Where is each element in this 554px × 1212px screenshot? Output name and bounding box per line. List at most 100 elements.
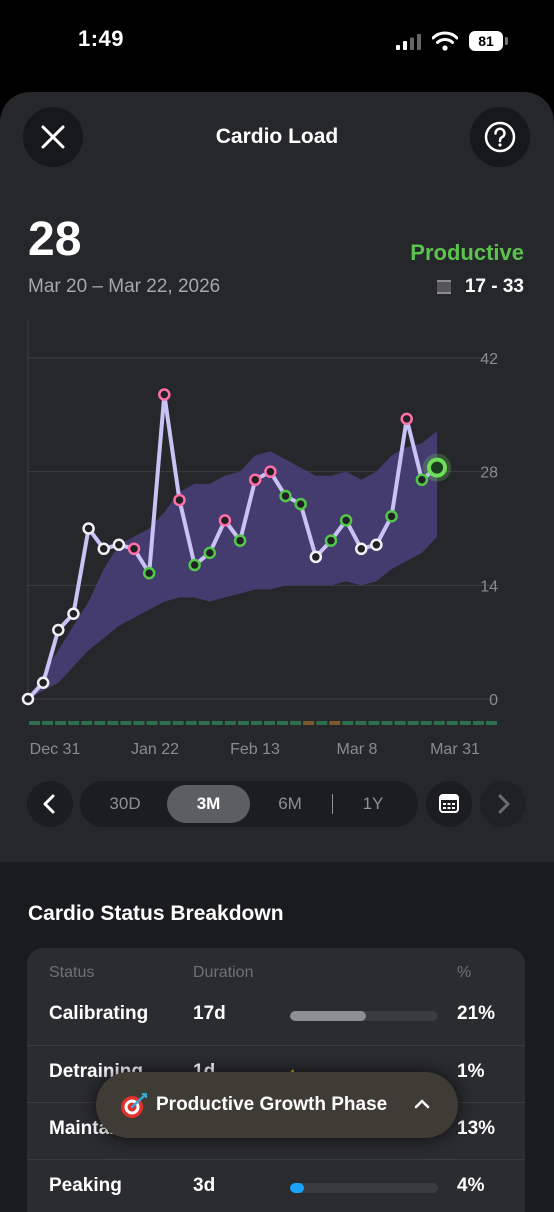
status-strip-segment <box>277 721 289 725</box>
status-strip-segment <box>55 721 67 725</box>
status-strip-segment <box>29 721 41 725</box>
data-point <box>173 493 186 507</box>
close-icon <box>41 125 65 149</box>
x-tick-label: Jan 22 <box>131 741 179 758</box>
data-point <box>127 542 141 556</box>
phase-banner[interactable]: Productive Growth Phase <box>96 1072 458 1138</box>
data-point <box>82 522 95 535</box>
status-strip-segment <box>120 721 132 725</box>
status-strip-segment <box>198 721 210 725</box>
period-3m[interactable]: 3M <box>167 785 250 823</box>
data-point <box>142 566 156 580</box>
data-point <box>324 534 338 547</box>
y-tick-label: 28 <box>480 465 498 482</box>
calendar-icon <box>439 794 459 813</box>
data-point <box>112 538 126 551</box>
data-point <box>370 538 383 551</box>
optimal-range: 17 - 33 <box>436 276 524 298</box>
status-strip-segment <box>81 721 93 725</box>
status-strip-segment <box>381 721 393 725</box>
optimal-band <box>28 431 437 699</box>
column-percent: % <box>457 964 472 981</box>
data-point <box>339 514 353 527</box>
data-point <box>233 534 247 547</box>
data-point <box>248 473 262 487</box>
status-strip-segment <box>433 721 445 725</box>
optimal-range-value: 17 - 33 <box>464 276 524 297</box>
status-strip-segment <box>446 721 458 725</box>
period-6m[interactable]: 6M <box>278 794 302 813</box>
row-status: Peaking <box>49 1175 122 1196</box>
status-strip-segment <box>185 721 197 725</box>
column-status: Status <box>49 964 95 981</box>
cardio-load-chart[interactable]: 0 14 28 42 Dec 31 Jan 22 Feb 13 Mar 8 Mar 31 <box>0 312 554 772</box>
status-breakdown-section: Cardio Status Breakdown Status Duration … <box>0 862 554 1212</box>
date-range: Mar 20 – Mar 22, 2026 <box>28 276 221 297</box>
wifi-icon <box>432 31 458 51</box>
table-row[interactable]: Peaking 3d 4% <box>27 1159 525 1212</box>
status-strip-segment <box>420 721 432 725</box>
calendar-button[interactable] <box>426 781 472 827</box>
status-strip-segment <box>394 721 406 725</box>
status-strip-segment <box>237 721 249 725</box>
status-strip-segment <box>94 721 106 725</box>
y-tick-label: 14 <box>480 578 498 595</box>
cardio-load-sheet: Cardio Load 28 Mar 20 – Mar 22, 2026 Pro… <box>0 92 554 1212</box>
phase-label: Productive Growth Phase <box>156 1094 388 1115</box>
data-point <box>67 607 80 620</box>
status-strip-segment <box>303 721 315 725</box>
y-tick-label: 0 <box>489 692 498 709</box>
data-point <box>294 497 307 511</box>
y-tick-label: 42 <box>480 351 498 368</box>
data-point <box>400 412 413 426</box>
chevron-right-icon <box>498 794 510 814</box>
data-point <box>218 514 232 527</box>
current-point <box>427 457 447 478</box>
next-period-button[interactable] <box>480 781 526 827</box>
status-strip-segment <box>250 721 262 725</box>
status-strip-segment <box>485 721 497 725</box>
data-point <box>21 692 35 706</box>
status-strip-segment <box>472 721 484 725</box>
status-time: 1:49 <box>78 26 125 51</box>
status-strip-segment <box>172 721 184 725</box>
period-30d[interactable]: 30D <box>109 794 141 813</box>
row-percent: 13% <box>457 1118 496 1139</box>
period-1y[interactable]: 1Y <box>362 794 384 813</box>
close-button[interactable] <box>23 107 83 167</box>
data-point <box>36 676 50 690</box>
column-duration: Duration <box>193 964 254 981</box>
x-tick-label: Mar 8 <box>337 741 378 758</box>
status-strip-segment <box>290 721 302 725</box>
status-strip-segment <box>107 721 119 725</box>
x-tick-label: Feb 13 <box>230 741 280 758</box>
table-row[interactable]: Calibrating 17d 21% <box>27 988 525 1045</box>
x-tick-label: Mar 31 <box>430 741 480 758</box>
status-strip-segment <box>42 721 54 725</box>
data-point <box>203 546 217 560</box>
x-tick-label: Dec 31 <box>30 741 81 758</box>
status-strip-segment <box>159 721 171 725</box>
status-label: Productive <box>410 240 524 265</box>
previous-period-button[interactable] <box>27 781 73 827</box>
data-point <box>52 623 65 637</box>
row-bar-fill <box>290 1011 366 1021</box>
cardio-load-value: 28 <box>28 213 82 266</box>
breakdown-title: Cardio Status Breakdown <box>28 902 284 925</box>
data-point <box>415 473 429 487</box>
status-strip-segment <box>342 721 354 725</box>
chevron-up-icon <box>414 1099 430 1109</box>
status-strip-segment <box>224 721 236 725</box>
row-bar-fill <box>290 1183 305 1193</box>
row-duration: 3d <box>193 1175 216 1196</box>
data-point <box>188 558 201 572</box>
status-strip-segment <box>211 721 223 725</box>
battery-icon: 81 <box>469 31 508 51</box>
question-icon <box>484 121 516 153</box>
help-button[interactable] <box>470 107 530 167</box>
load-line <box>26 392 439 701</box>
row-status: Calibrating <box>49 1003 149 1024</box>
row-percent: 1% <box>457 1061 485 1082</box>
status-strip-segment <box>264 721 276 725</box>
range-icon <box>436 279 451 294</box>
